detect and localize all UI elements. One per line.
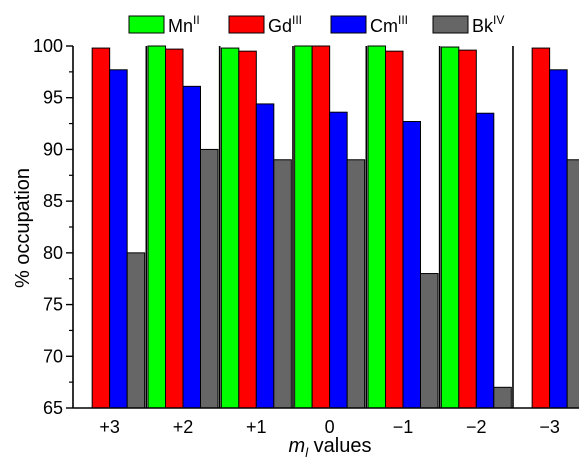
bar-cm-0	[109, 69, 128, 409]
bar-gd-5	[458, 49, 477, 409]
y-tick-label: 80	[43, 243, 63, 263]
bar-cm-6	[549, 69, 568, 409]
y-axis-ticks: 65 70 75 80 85 90 95 100	[33, 36, 73, 418]
bar-mn-1	[147, 45, 166, 409]
bar-cm-4	[402, 121, 421, 409]
x-axis-title-subscript: l	[305, 445, 309, 459]
bar-bk-4	[419, 273, 439, 409]
x-axis-ticks: +3 +2 +1 0 −1 −2 −3	[99, 417, 560, 437]
x-tick-label: +2	[173, 417, 194, 437]
y-tick-label: 90	[43, 139, 63, 159]
y-tick-label: 70	[43, 346, 63, 366]
legend-swatch-gd	[228, 15, 265, 34]
bar-bk-3	[346, 159, 366, 409]
group-separators	[145, 46, 514, 408]
bar-cm-3	[329, 111, 348, 409]
x-tick-label: −2	[466, 417, 487, 437]
bar-gd-0	[91, 47, 111, 409]
x-axis-title-symbol: m	[289, 435, 306, 457]
y-axis-title: % occupation	[12, 168, 34, 288]
legend-swatch-mn	[128, 15, 165, 34]
bar-gd-4	[384, 50, 404, 409]
bar-bk-1	[200, 148, 219, 409]
bar-mn-2	[220, 47, 240, 409]
legend: MnII GdIII CmIII BkIV	[128, 13, 504, 36]
legend-label-bk: BkIV	[472, 13, 504, 36]
x-tick-label: 0	[325, 417, 335, 437]
bar-bk-2	[273, 159, 292, 409]
bar-mn-4	[367, 45, 386, 409]
x-tick-label: +1	[246, 417, 267, 437]
bar-cm-5	[475, 112, 495, 409]
legend-label-gd: GdIII	[268, 13, 302, 36]
bars	[91, 45, 579, 409]
bar-gd-6	[531, 47, 551, 409]
legend-label-mn: MnII	[168, 13, 200, 36]
y-tick-label: 95	[43, 88, 63, 108]
bar-gd-2	[238, 50, 257, 409]
x-axis-title-text: values	[308, 435, 371, 457]
y-tick-label: 65	[43, 398, 63, 418]
legend-label-cm: CmIII	[370, 13, 408, 36]
bar-gd-3	[311, 45, 331, 409]
y-tick-label: 75	[43, 295, 63, 315]
x-tick-label: −3	[539, 417, 560, 437]
bar-mn-5	[440, 46, 460, 409]
bar-gd-1	[165, 48, 184, 409]
x-tick-label: +3	[99, 417, 120, 437]
bar-bk-0	[126, 252, 146, 409]
legend-swatch-cm	[330, 15, 367, 34]
x-axis-title: ml values	[289, 435, 372, 459]
bar-mn-3	[294, 45, 313, 409]
bar-bk-6	[566, 159, 579, 409]
y-tick-label: 100	[33, 36, 63, 56]
bar-bk-5	[493, 386, 512, 409]
x-tick-label: −1	[393, 417, 414, 437]
y-tick-label: 85	[43, 191, 63, 211]
bar-cm-1	[182, 85, 201, 409]
bar-cm-2	[255, 103, 275, 409]
legend-swatch-bk	[432, 15, 469, 34]
